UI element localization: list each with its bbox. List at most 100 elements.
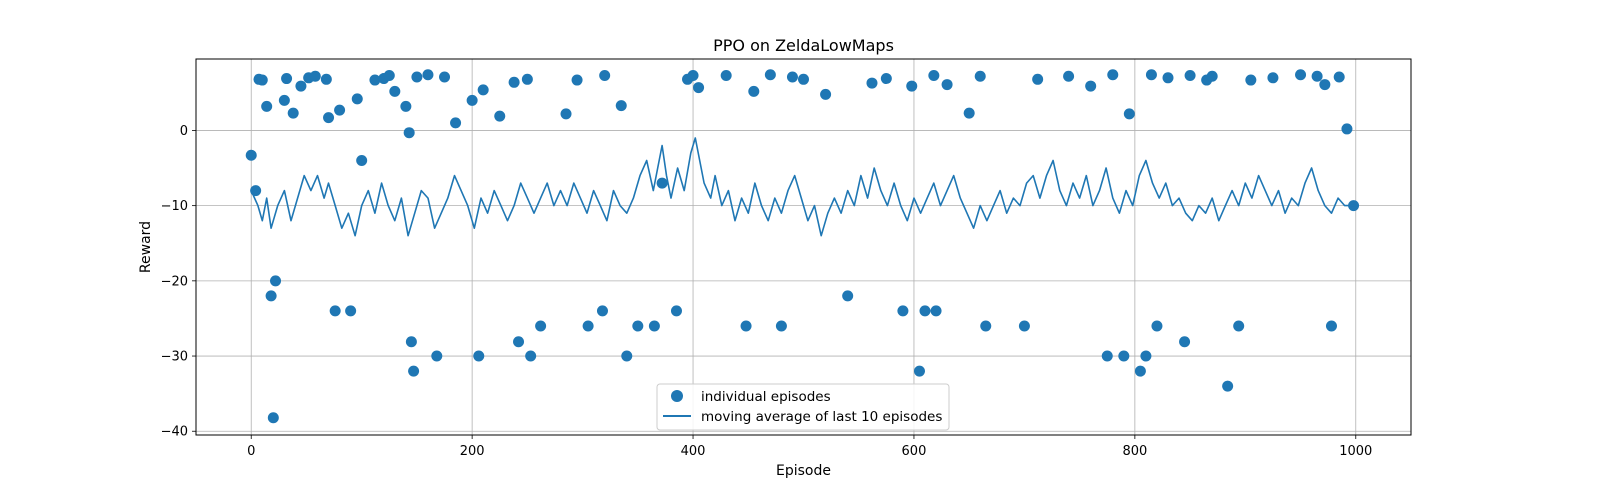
x-tick-label: 800 bbox=[1122, 444, 1147, 459]
episode-point bbox=[508, 76, 520, 88]
episode-point bbox=[720, 70, 732, 82]
episode-point bbox=[963, 107, 975, 119]
x-tick-label: 600 bbox=[902, 444, 927, 459]
episode-point bbox=[1140, 350, 1152, 362]
episode-point bbox=[278, 94, 290, 106]
x-tick-label: 1000 bbox=[1339, 444, 1372, 459]
episode-point bbox=[267, 412, 279, 424]
episode-point bbox=[919, 305, 931, 317]
episode-point bbox=[431, 350, 443, 362]
episode-point bbox=[295, 80, 307, 92]
episode-point bbox=[535, 320, 547, 332]
episode-point bbox=[1151, 320, 1163, 332]
episode-point bbox=[930, 305, 942, 317]
episode-point bbox=[287, 107, 299, 119]
episode-point bbox=[842, 290, 854, 302]
episode-point bbox=[980, 320, 992, 332]
episode-point bbox=[389, 85, 401, 97]
episode-point bbox=[351, 93, 363, 105]
episode-point bbox=[270, 275, 282, 287]
episode-point bbox=[1206, 70, 1218, 82]
episode-point bbox=[477, 84, 489, 96]
legend: individual episodes moving average of la… bbox=[656, 383, 950, 431]
legend-label-moving-average: moving average of last 10 episodes bbox=[701, 409, 942, 425]
episode-point bbox=[245, 149, 257, 161]
episode-point bbox=[880, 73, 892, 85]
episode-point bbox=[1341, 123, 1353, 135]
y-tick-label: −20 bbox=[161, 274, 188, 289]
episode-point bbox=[466, 94, 478, 106]
episode-point bbox=[599, 70, 611, 82]
episode-point bbox=[345, 305, 357, 317]
episode-point bbox=[323, 112, 335, 124]
episode-point bbox=[1032, 73, 1044, 85]
episode-point bbox=[670, 305, 682, 317]
x-axis: 0 200 400 600 800 1000 bbox=[247, 435, 1372, 459]
x-tick-label: 0 bbox=[247, 444, 255, 459]
episode-point bbox=[748, 85, 760, 97]
episode-point bbox=[571, 74, 583, 86]
episode-point bbox=[913, 365, 925, 377]
episode-point bbox=[560, 108, 572, 120]
episode-point bbox=[648, 320, 660, 332]
episode-point bbox=[1325, 320, 1337, 332]
episode-point bbox=[786, 71, 798, 83]
episode-point bbox=[941, 79, 953, 91]
episode-point bbox=[906, 80, 918, 92]
episode-point bbox=[632, 320, 644, 332]
episode-point bbox=[521, 73, 533, 85]
episode-point bbox=[596, 305, 608, 317]
episode-point bbox=[1085, 80, 1097, 92]
legend-marker-individual-episodes bbox=[671, 390, 683, 402]
chart-title: PPO on ZeldaLowMaps bbox=[713, 36, 894, 55]
plot-frame bbox=[195, 58, 1412, 436]
episode-point bbox=[261, 100, 273, 112]
episode-point bbox=[1101, 350, 1113, 362]
episode-point bbox=[1233, 320, 1245, 332]
episode-point bbox=[320, 73, 332, 85]
legend-label-individual-episodes: individual episodes bbox=[701, 389, 831, 405]
episode-point bbox=[1018, 320, 1030, 332]
episode-point bbox=[866, 77, 878, 89]
moving-average-series bbox=[250, 137, 1356, 237]
episode-point bbox=[1162, 72, 1174, 84]
episode-point bbox=[408, 365, 420, 377]
y-axis-title: Reward bbox=[138, 221, 154, 273]
episode-point bbox=[1245, 74, 1257, 86]
episode-point bbox=[439, 71, 451, 83]
episode-point bbox=[1118, 350, 1130, 362]
episode-point bbox=[265, 290, 277, 302]
y-tick-label: −30 bbox=[161, 350, 188, 365]
episode-point bbox=[450, 117, 462, 129]
y-tick-label: −10 bbox=[161, 199, 188, 214]
episode-point bbox=[764, 69, 776, 81]
episode-point bbox=[775, 320, 787, 332]
episode-point bbox=[334, 104, 346, 116]
episode-point bbox=[1134, 365, 1146, 377]
episode-point bbox=[1222, 380, 1234, 392]
episode-point bbox=[621, 350, 633, 362]
episode-point bbox=[1319, 79, 1331, 91]
episode-point bbox=[405, 336, 417, 348]
episode-point bbox=[494, 110, 506, 122]
episode-point bbox=[411, 71, 423, 83]
episode-point bbox=[1107, 69, 1119, 81]
legend-box bbox=[656, 383, 950, 431]
episode-point bbox=[329, 305, 341, 317]
episode-point bbox=[1179, 336, 1191, 348]
episode-point bbox=[798, 73, 809, 85]
episode-point bbox=[656, 177, 668, 189]
episode-point bbox=[1333, 71, 1345, 83]
episode-point bbox=[897, 305, 909, 317]
episode-point bbox=[820, 88, 832, 100]
episode-point bbox=[400, 100, 412, 112]
episode-point bbox=[1311, 70, 1323, 82]
episode-point bbox=[356, 155, 368, 167]
episode-point bbox=[582, 320, 594, 332]
episode-point bbox=[369, 74, 381, 86]
episode-point bbox=[1184, 70, 1196, 82]
episode-point bbox=[513, 336, 525, 348]
episode-point bbox=[615, 100, 627, 112]
episode-point bbox=[1123, 108, 1135, 120]
